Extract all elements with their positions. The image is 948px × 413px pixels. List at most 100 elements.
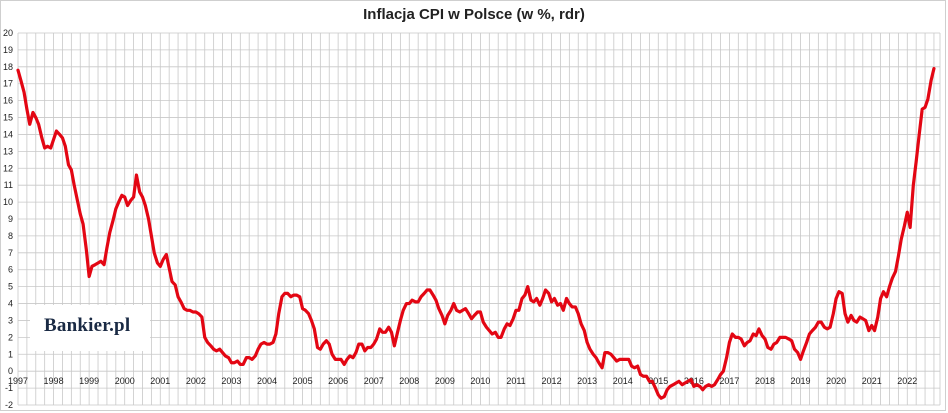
data-point bbox=[91, 265, 93, 267]
x-tick-label: 2021 bbox=[862, 376, 882, 386]
data-point bbox=[533, 301, 535, 303]
data-point bbox=[541, 297, 543, 299]
data-point bbox=[115, 208, 117, 210]
data-point bbox=[144, 204, 146, 206]
data-point bbox=[829, 326, 831, 328]
data-point bbox=[266, 343, 268, 345]
data-point bbox=[749, 340, 751, 342]
data-point bbox=[548, 292, 550, 294]
data-point bbox=[366, 346, 368, 348]
data-point bbox=[130, 199, 132, 201]
data-point bbox=[20, 79, 22, 81]
data-point bbox=[233, 362, 235, 364]
x-tick-label: 1997 bbox=[8, 376, 28, 386]
data-point bbox=[885, 296, 887, 298]
data-point bbox=[690, 378, 692, 380]
y-tick-label: -1 bbox=[5, 383, 13, 393]
data-point bbox=[254, 355, 256, 357]
x-tick-label: 2011 bbox=[506, 376, 525, 386]
data-point bbox=[50, 147, 52, 149]
x-tick-label: 2008 bbox=[399, 376, 419, 386]
data-point bbox=[702, 389, 704, 391]
data-point bbox=[307, 312, 309, 314]
data-point bbox=[204, 336, 206, 338]
data-point bbox=[802, 350, 804, 352]
data-point bbox=[322, 343, 324, 345]
data-point bbox=[292, 294, 294, 296]
data-point bbox=[358, 343, 360, 345]
data-point bbox=[168, 267, 170, 269]
y-tick-label: 4 bbox=[8, 299, 13, 309]
data-point bbox=[269, 343, 271, 345]
data-point bbox=[734, 336, 736, 338]
data-point bbox=[826, 328, 828, 330]
data-point bbox=[79, 213, 81, 215]
data-point bbox=[304, 309, 306, 311]
data-point bbox=[328, 343, 330, 345]
data-point bbox=[138, 191, 140, 193]
data-point bbox=[384, 331, 386, 333]
data-point bbox=[55, 130, 57, 132]
data-point bbox=[521, 297, 523, 299]
data-point bbox=[648, 380, 650, 382]
data-point bbox=[873, 329, 875, 331]
data-point bbox=[426, 289, 428, 291]
data-point bbox=[411, 299, 413, 301]
data-point bbox=[814, 326, 816, 328]
data-point bbox=[669, 385, 671, 387]
data-point bbox=[355, 351, 357, 353]
data-point bbox=[370, 346, 372, 348]
data-point bbox=[423, 292, 425, 294]
y-tick-label: 10 bbox=[3, 197, 13, 207]
data-point bbox=[346, 358, 348, 360]
data-point bbox=[731, 333, 733, 335]
data-point bbox=[539, 304, 541, 306]
data-point bbox=[681, 384, 683, 386]
data-point bbox=[586, 341, 588, 343]
data-point bbox=[390, 331, 392, 333]
data-point bbox=[227, 356, 229, 358]
data-point bbox=[218, 348, 220, 350]
data-point bbox=[242, 363, 244, 365]
data-point bbox=[177, 296, 179, 298]
y-tick-label: 0 bbox=[8, 366, 13, 376]
data-point bbox=[719, 373, 721, 375]
data-point bbox=[76, 199, 78, 201]
data-point bbox=[642, 375, 644, 377]
data-point bbox=[450, 309, 452, 311]
data-point bbox=[73, 184, 75, 186]
data-point bbox=[165, 253, 167, 255]
data-point bbox=[180, 301, 182, 303]
data-point bbox=[212, 348, 214, 350]
data-point bbox=[660, 397, 662, 399]
data-point bbox=[524, 294, 526, 296]
data-point bbox=[61, 137, 63, 139]
data-point bbox=[470, 318, 472, 320]
data-point bbox=[112, 219, 114, 221]
data-point bbox=[32, 111, 34, 113]
data-point bbox=[663, 395, 665, 397]
data-point bbox=[455, 309, 457, 311]
data-point bbox=[186, 309, 188, 311]
data-point bbox=[770, 348, 772, 350]
data-point bbox=[488, 329, 490, 331]
data-point bbox=[832, 312, 834, 314]
data-point bbox=[758, 328, 760, 330]
y-tick-label: 13 bbox=[3, 146, 13, 156]
data-point bbox=[645, 375, 647, 377]
data-point bbox=[859, 316, 861, 318]
data-point bbox=[888, 285, 890, 287]
data-point bbox=[497, 336, 499, 338]
data-point bbox=[577, 312, 579, 314]
data-point bbox=[295, 294, 297, 296]
data-point bbox=[485, 326, 487, 328]
x-tick-label: 2013 bbox=[577, 376, 597, 386]
data-point bbox=[725, 356, 727, 358]
y-tick-label: 12 bbox=[3, 163, 13, 173]
data-point bbox=[70, 169, 72, 171]
data-point bbox=[610, 353, 612, 355]
data-point bbox=[405, 302, 407, 304]
data-point bbox=[639, 373, 641, 375]
data-point bbox=[518, 309, 520, 311]
